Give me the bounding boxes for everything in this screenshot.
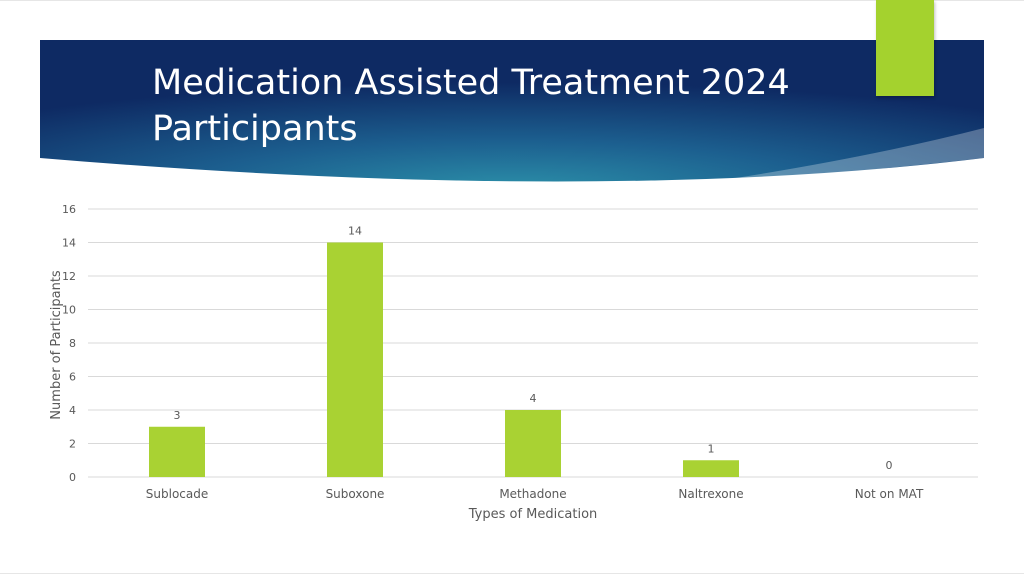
title-banner bbox=[40, 40, 984, 185]
bar bbox=[505, 410, 561, 477]
slide-title: Medication Assisted Treatment 2024 Parti… bbox=[152, 60, 872, 152]
data-label: 0 bbox=[886, 459, 893, 472]
bar bbox=[327, 242, 383, 477]
x-tick-label: Sublocade bbox=[146, 487, 208, 501]
y-tick-label: 4 bbox=[69, 404, 76, 417]
y-tick-label: 12 bbox=[62, 270, 76, 283]
y-tick-label: 16 bbox=[62, 203, 76, 216]
bar bbox=[683, 460, 739, 477]
x-axis-title: Types of Medication bbox=[468, 507, 598, 522]
data-label: 14 bbox=[348, 225, 362, 238]
y-tick-label: 8 bbox=[69, 337, 76, 350]
banner-shape bbox=[40, 40, 984, 182]
x-tick-label: Methadone bbox=[499, 487, 566, 501]
data-label: 4 bbox=[530, 392, 537, 405]
data-label: 1 bbox=[708, 442, 715, 455]
y-tick-label: 2 bbox=[69, 438, 76, 451]
x-tick-label: Naltrexone bbox=[678, 487, 743, 501]
y-tick-label: 0 bbox=[69, 471, 76, 484]
data-label: 3 bbox=[174, 409, 181, 422]
y-tick-label: 6 bbox=[69, 371, 76, 384]
bar-chart: 02468101214163Sublocade14Suboxone4Methad… bbox=[49, 203, 978, 522]
x-tick-label: Not on MAT bbox=[855, 487, 924, 501]
x-tick-label: Suboxone bbox=[326, 487, 385, 501]
accent-rectangle bbox=[876, 0, 934, 96]
y-tick-label: 14 bbox=[62, 237, 76, 250]
y-tick-label: 10 bbox=[62, 304, 76, 317]
y-axis-title: Number of Participants bbox=[49, 270, 64, 420]
bottom-border bbox=[0, 573, 1024, 574]
slide-title-line1: Medication Assisted Treatment 2024 bbox=[152, 63, 790, 103]
slide-title-line2: Participants bbox=[152, 109, 358, 149]
bar bbox=[149, 426, 205, 477]
top-border bbox=[0, 0, 1024, 1]
banner-swoosh bbox=[690, 128, 984, 185]
